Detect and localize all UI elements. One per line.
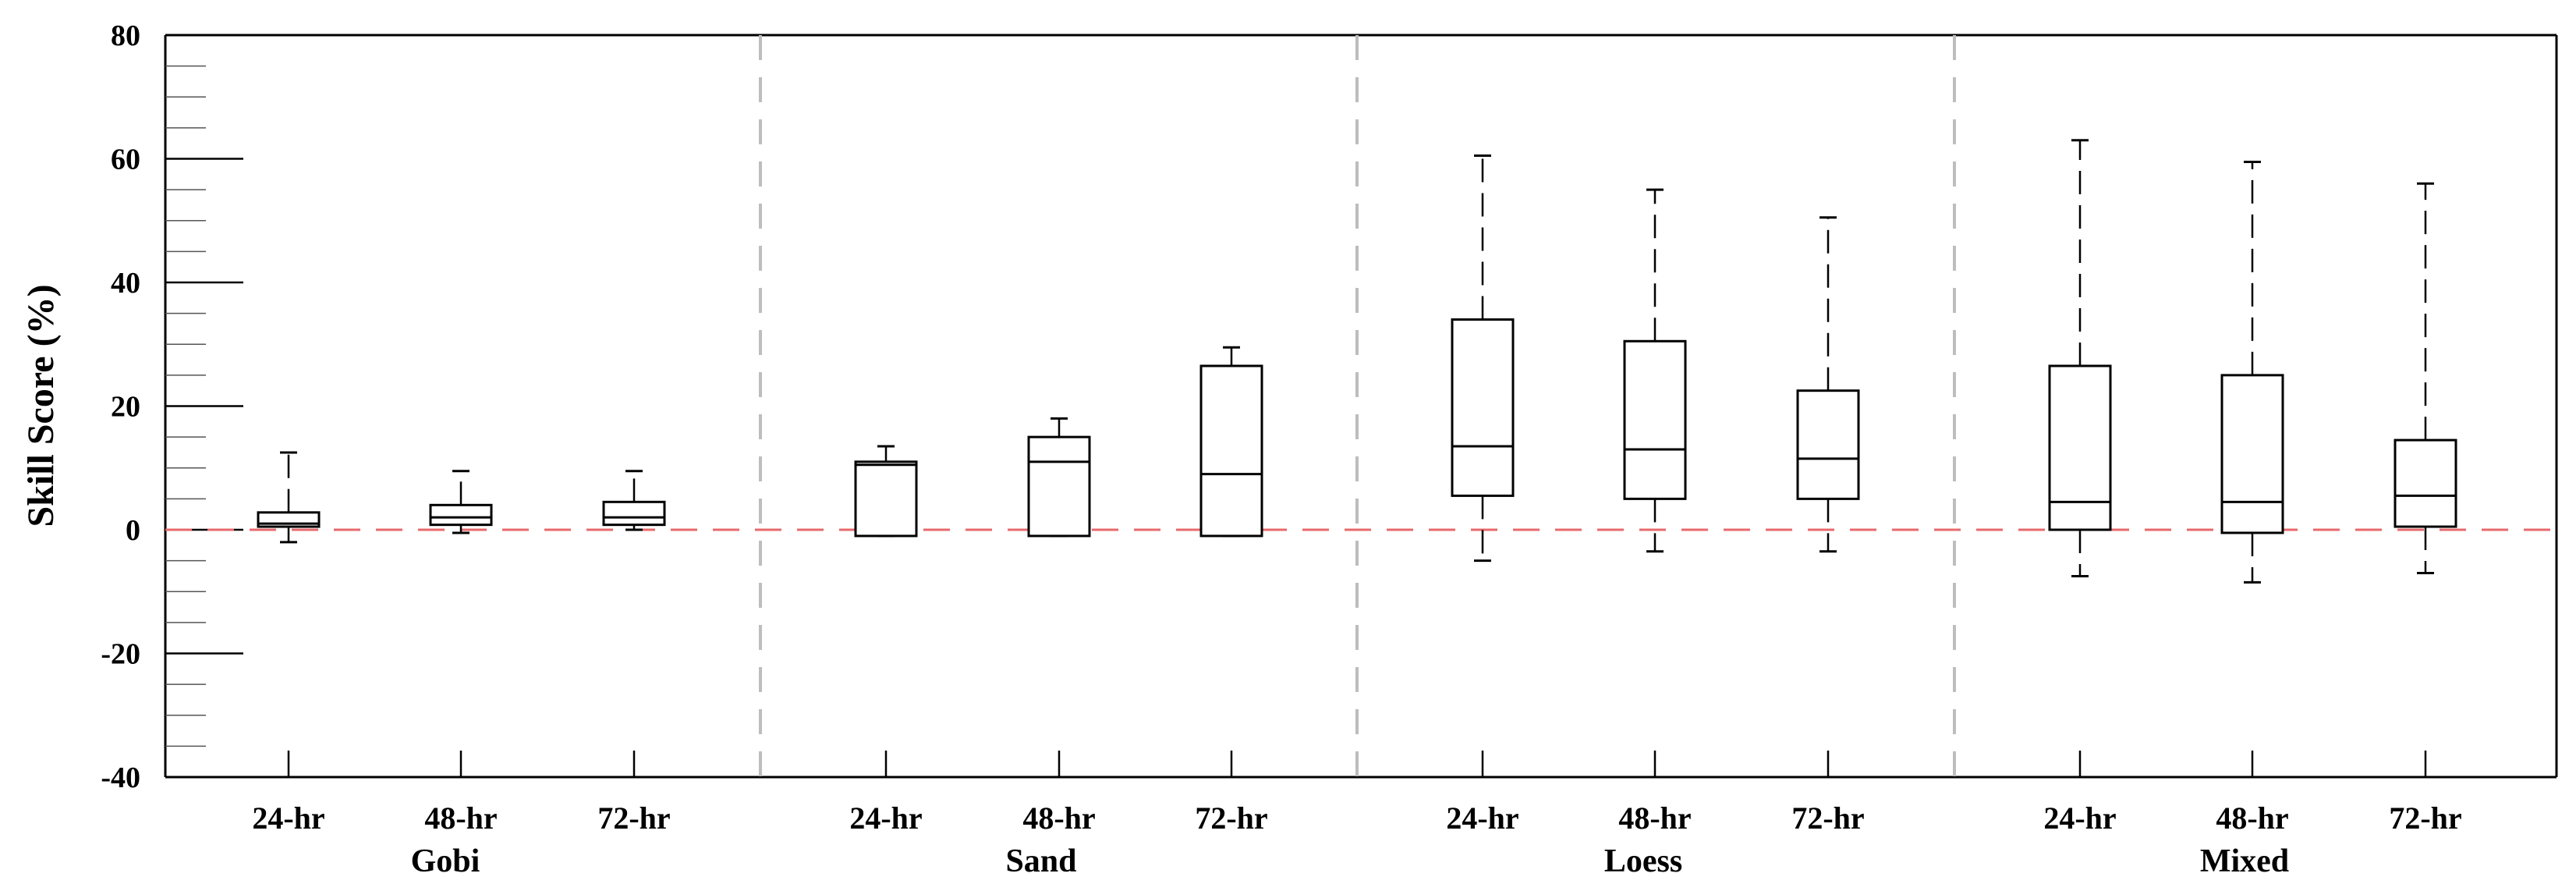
y-tick-label: 60	[111, 144, 140, 176]
x-category-label: 72-hr	[1195, 800, 1267, 836]
x-category-label: 48-hr	[1022, 800, 1095, 836]
y-tick-label: 0	[126, 514, 140, 547]
y-axis-label: Skill Score (%)	[20, 284, 62, 527]
x-category-label: 48-hr	[424, 800, 497, 836]
box-iqr	[1451, 318, 1515, 497]
x-category-label: 72-hr	[597, 800, 670, 836]
x-category-label: 72-hr	[1791, 800, 1864, 836]
x-category-label: 24-hr	[849, 800, 922, 836]
box-mixed-48-hr: 48-hr	[2216, 160, 2289, 836]
y-tick-label: 80	[111, 20, 140, 52]
y-tick-label: -40	[101, 761, 140, 794]
x-category-label: 24-hr	[1446, 800, 1518, 836]
box-iqr	[2048, 364, 2112, 531]
plot-area: -40 -20 0 20 40 60 80 Gobi 24-hr 48-hr 72-hr Sand 24…	[101, 20, 2558, 879]
box-mixed-72-hr: 72-hr	[2389, 182, 2462, 836]
box-iqr	[854, 460, 918, 538]
y-tick-label: 40	[111, 267, 140, 300]
box-sand-48-hr: 48-hr	[1022, 417, 1096, 836]
box-loess-48-hr: 48-hr	[1618, 188, 1692, 836]
box-gobi-72-hr: 72-hr	[597, 470, 671, 836]
box-iqr	[1199, 364, 1263, 538]
box-iqr	[429, 503, 493, 527]
y-tick-label: 20	[111, 391, 140, 424]
x-category-label: 48-hr	[2216, 800, 2288, 836]
box-sand-24-hr: 24-hr	[849, 445, 923, 836]
box-gobi-48-hr: 48-hr	[424, 470, 498, 836]
box-iqr	[2220, 374, 2284, 534]
box-loess-72-hr: 72-hr	[1791, 216, 1865, 836]
box-mixed-24-hr: 24-hr	[2043, 139, 2117, 836]
box-iqr	[1027, 435, 1091, 538]
box-iqr	[602, 500, 666, 527]
group-label: Gobi	[411, 843, 480, 879]
box-loess-24-hr: 24-hr	[1446, 154, 1519, 836]
box-iqr	[1796, 389, 1860, 500]
box-gobi-24-hr: 24-hr	[252, 451, 325, 836]
x-category-label: 72-hr	[2389, 800, 2461, 836]
group-label: Mixed	[2200, 843, 2289, 879]
y-tick-label: -20	[101, 638, 140, 671]
box-iqr	[2394, 438, 2457, 528]
group-label: Sand	[1005, 843, 1076, 879]
x-category-label: 24-hr	[2043, 800, 2116, 836]
box-iqr	[1623, 339, 1687, 500]
x-category-label: 48-hr	[1618, 800, 1691, 836]
group-label: Loess	[1604, 843, 1682, 879]
box-sand-72-hr: 72-hr	[1195, 346, 1268, 836]
x-category-label: 24-hr	[252, 800, 324, 836]
